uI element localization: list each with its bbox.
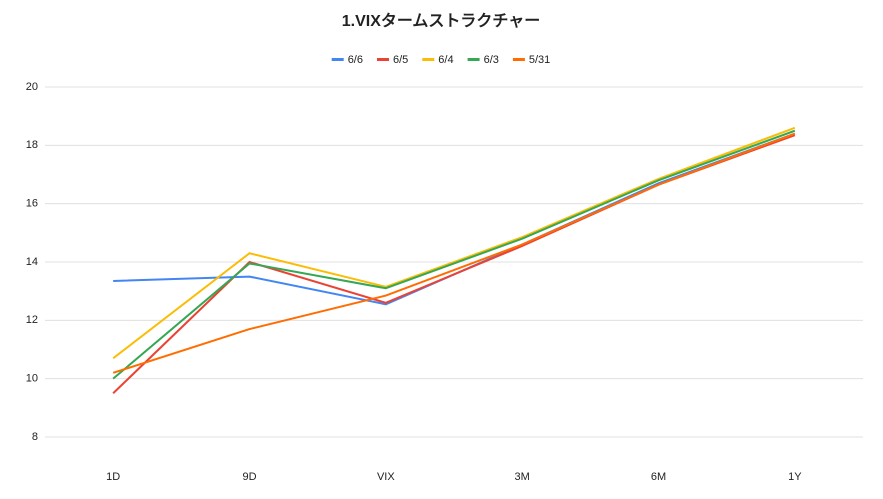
legend-marker	[512, 58, 525, 61]
y-tick-label: 10	[26, 373, 38, 385]
y-tick-label: 20	[26, 81, 38, 93]
legend-label: 5/31	[529, 54, 550, 66]
legend-marker	[376, 58, 389, 61]
x-tick-label: VIX	[377, 471, 395, 483]
data-line	[112, 126, 796, 360]
legend-label: 6/4	[438, 54, 453, 66]
legend-label: 6/6	[348, 54, 363, 66]
x-tick-label: 6M	[651, 471, 666, 483]
y-tick-label: 8	[32, 431, 38, 443]
x-tick-label: 3M	[515, 471, 530, 483]
chart-title: 1.VIXタームストラクチャー	[342, 12, 541, 30]
data-line	[112, 132, 796, 374]
legend-marker	[467, 58, 480, 61]
x-tick-label: 1D	[106, 471, 120, 483]
legend-label: 6/5	[393, 54, 408, 66]
y-tick-label: 16	[26, 198, 38, 210]
legend-marker	[331, 58, 344, 61]
legend-label: 6/3	[484, 54, 499, 66]
x-tick-label: 1Y	[788, 471, 802, 483]
data-line	[112, 129, 796, 380]
y-tick-label: 18	[26, 139, 38, 151]
x-tick-label: 9D	[242, 471, 256, 483]
legend-marker	[422, 58, 435, 61]
y-tick-label: 14	[26, 256, 38, 268]
y-tick-label: 12	[26, 314, 38, 326]
